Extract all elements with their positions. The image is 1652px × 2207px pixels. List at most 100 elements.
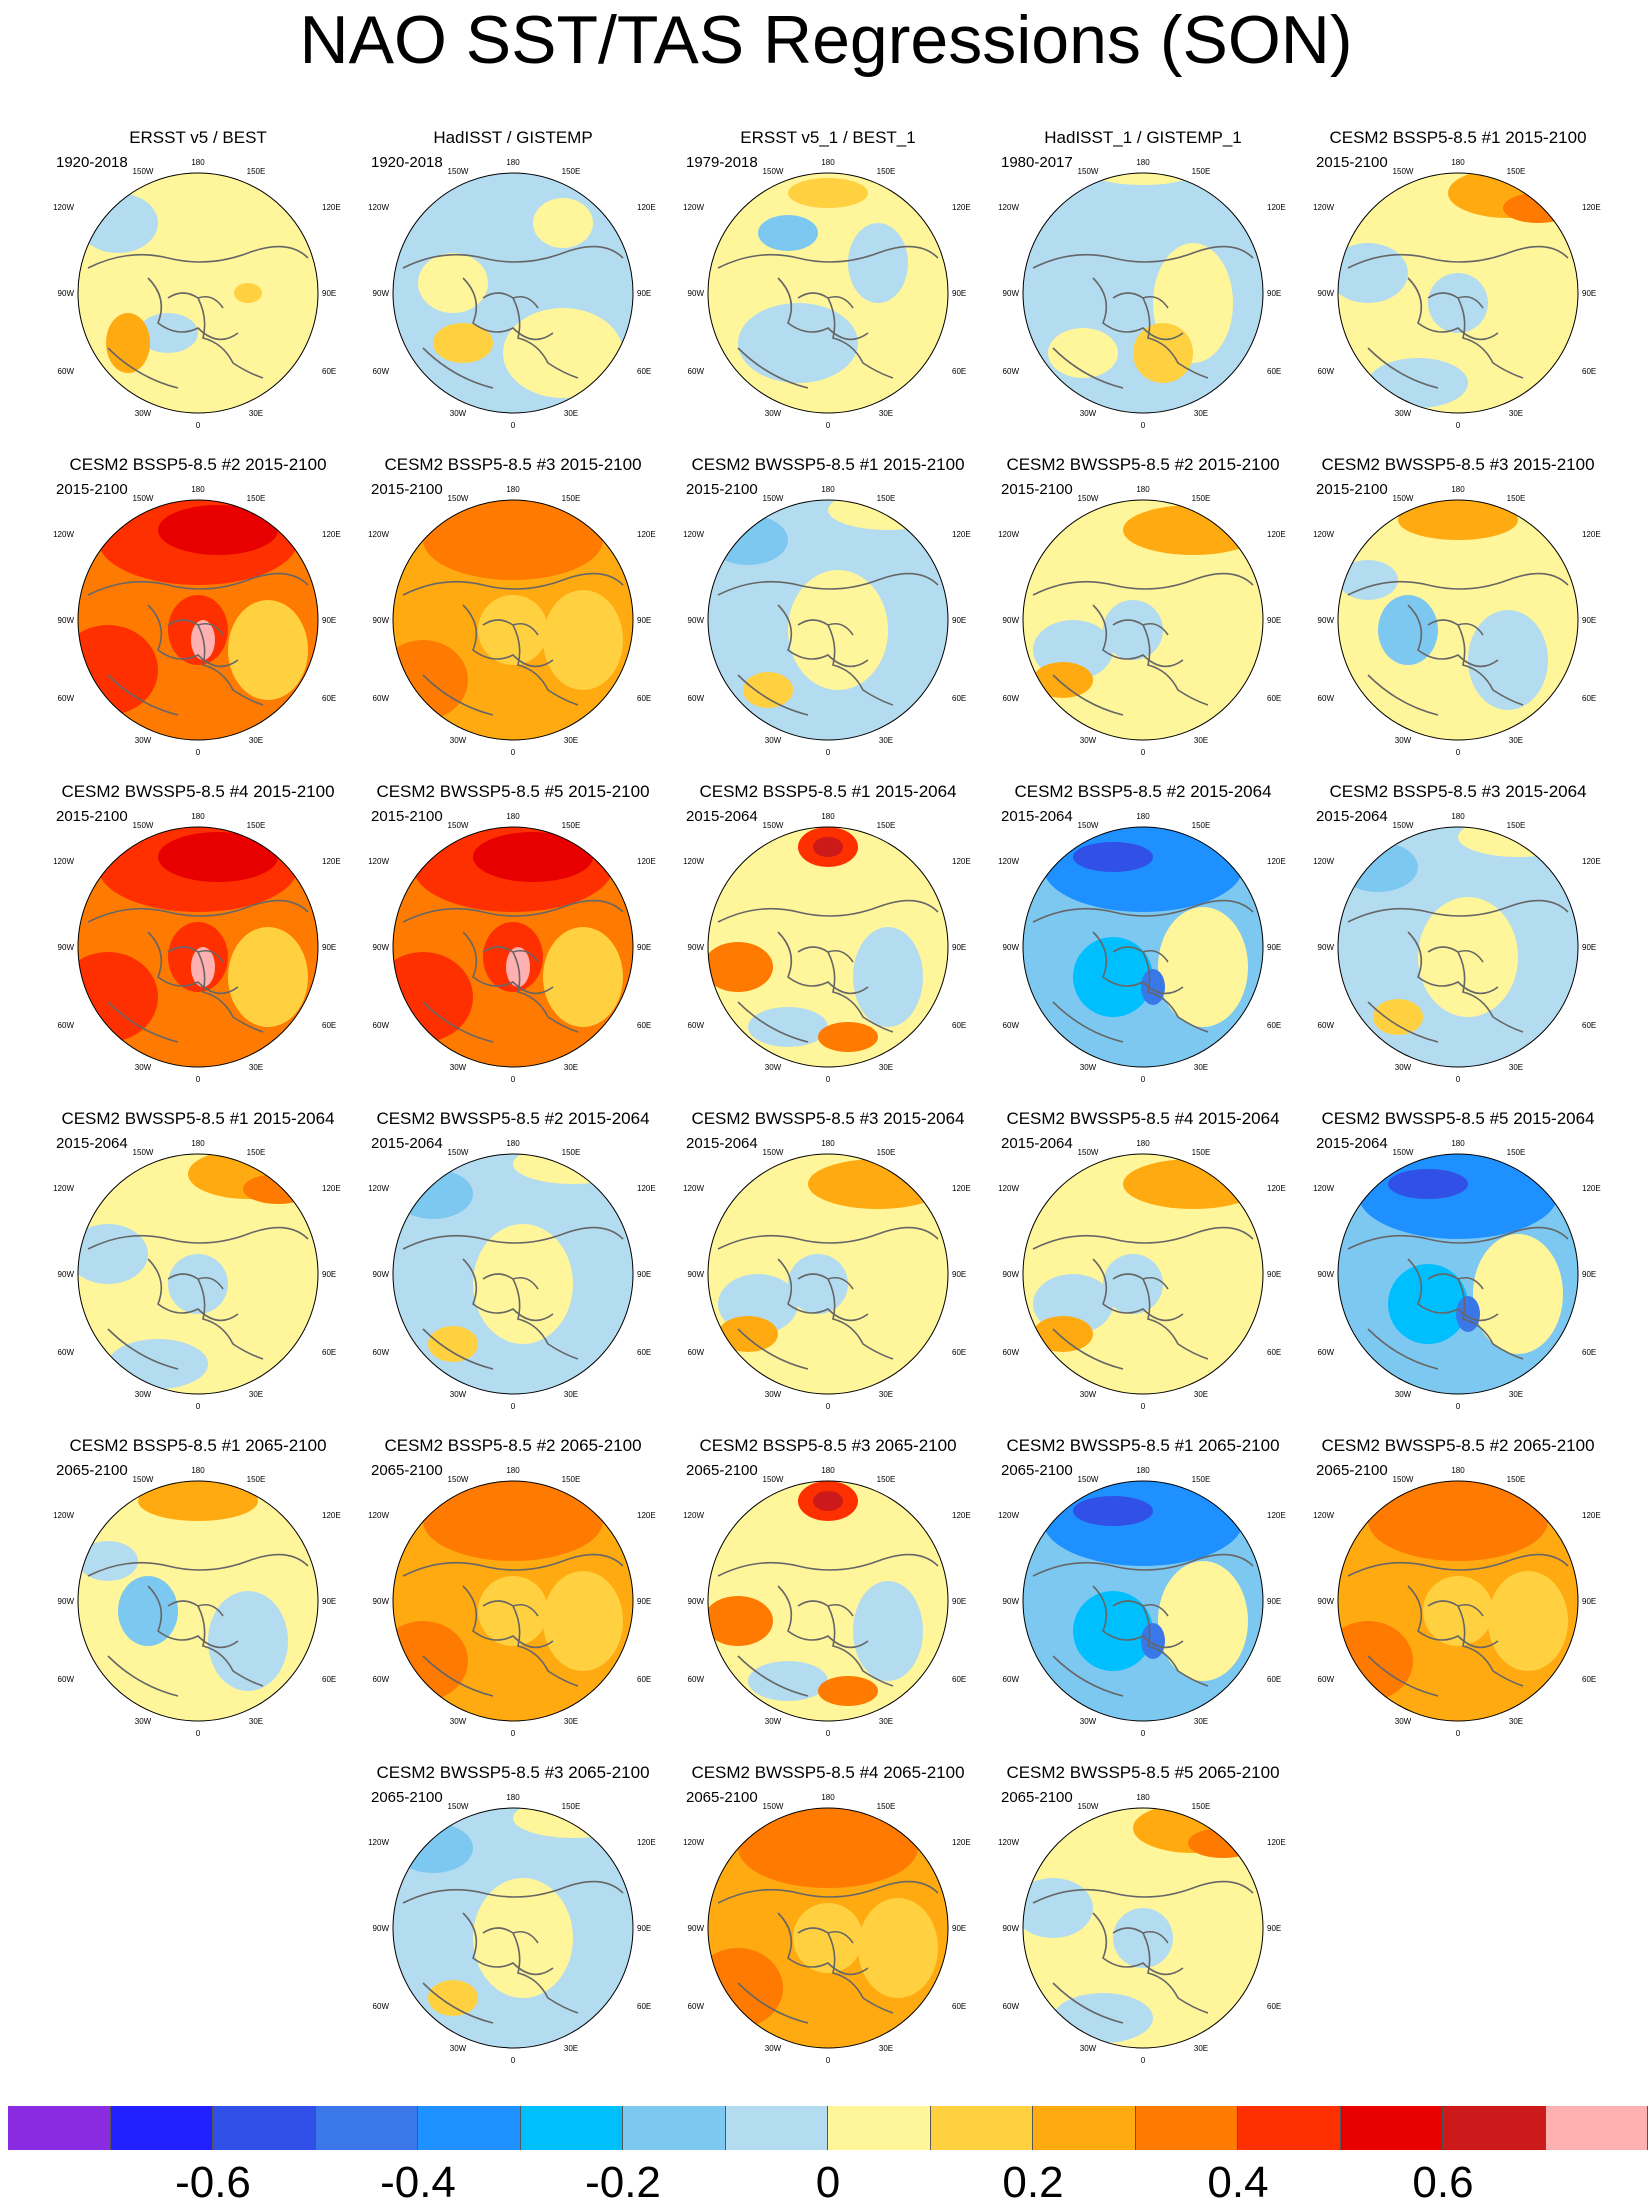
map-panel: CESM2 BSSP5-8.5 #2 2015-2064 180 0 150W 150E…: [993, 782, 1293, 1092]
anomaly-region: [423, 500, 603, 580]
longitude-label: 60W: [58, 367, 75, 376]
longitude-label: 30E: [879, 736, 893, 745]
longitude-label: 90E: [1582, 616, 1596, 625]
panel-title: HadISST / GISTEMP: [433, 128, 593, 147]
anomaly-region: [1073, 937, 1153, 1017]
longitude-label: 150E: [1507, 821, 1526, 830]
map-border: [1337, 1480, 1579, 1722]
anomaly-region: [793, 1903, 863, 1973]
longitude-label: 90W: [1003, 943, 1020, 952]
anomaly-region: [473, 1224, 573, 1344]
longitude-label: 120E: [637, 203, 656, 212]
anomaly-region: [234, 283, 262, 303]
panel-title: CESM2 BSSP5-8.5 #1 2065-2100: [69, 1436, 327, 1455]
coastline: [1112, 1927, 1169, 1944]
longitude-label: 30W: [1080, 1063, 1097, 1072]
coastline: [402, 1553, 624, 1577]
coastline: [827, 1278, 894, 1360]
coastline: [1032, 1553, 1254, 1577]
anomaly-region: [1033, 1316, 1093, 1352]
anomaly-region: [708, 1596, 773, 1646]
anomaly-region: [788, 178, 868, 208]
coastline: [462, 1585, 554, 1649]
coastline: [1407, 931, 1499, 995]
longitude-label: 90W: [1003, 1597, 1020, 1606]
coastline: [197, 1605, 264, 1687]
longitude-label: 90E: [322, 289, 336, 298]
anomaly-region: [1073, 1591, 1153, 1671]
anomaly-region: [78, 193, 158, 253]
anomaly-region: [243, 1174, 313, 1204]
anomaly-region: [738, 303, 858, 383]
anomaly-region: [1133, 323, 1193, 383]
longitude-label: 120E: [952, 1838, 971, 1847]
longitude-label: 30W: [1080, 1390, 1097, 1399]
map-panel: CESM2 BWSSP5-8.5 #2 2015-2064 180 0 150W 150…: [363, 1109, 663, 1419]
longitude-label: 90E: [637, 616, 651, 625]
anomaly-region: [1368, 358, 1468, 408]
longitude-label: 0: [1141, 748, 1146, 757]
longitude-label: 0: [196, 1075, 201, 1084]
longitude-label: 150W: [133, 1148, 154, 1157]
longitude-label: 0: [511, 1402, 516, 1411]
panel-title: CESM2 BWSSP5-8.5 #1 2065-2100: [1006, 1436, 1280, 1455]
coastline: [1032, 1226, 1254, 1250]
anomaly-region: [1141, 969, 1165, 1005]
colorbar-swatch: [213, 2106, 316, 2150]
anomaly-region: [1158, 1561, 1248, 1681]
anomaly-region: [1378, 595, 1438, 665]
anomaly-region: [1113, 1908, 1173, 1968]
colorbar-swatch: [725, 2106, 828, 2150]
longitude-label: 90W: [373, 1924, 390, 1933]
longitude-label: 30E: [564, 736, 578, 745]
longitude-label: 120E: [637, 1511, 656, 1520]
longitude-label: 150E: [247, 1148, 266, 1157]
coastline: [777, 1258, 869, 1322]
longitude-label: 30E: [879, 409, 893, 418]
anomaly-region: [708, 942, 773, 992]
longitude-label: 120W: [1313, 1511, 1334, 1520]
coastline: [167, 1273, 224, 1290]
map-border: [1337, 499, 1579, 741]
polar-map: 180 0 150W 150E 120W 120E 90W 90E 60W 60E 30W 30E: [683, 1139, 971, 1411]
coastline: [1427, 946, 1484, 963]
longitude-label: 180: [191, 485, 205, 494]
longitude-label: 0: [1456, 748, 1461, 757]
coastline: [1367, 347, 1439, 389]
anomaly-region: [708, 515, 788, 565]
panel-period: 2015-2064: [1001, 808, 1073, 825]
longitude-label: 120E: [952, 1184, 971, 1193]
map-panel: CESM2 BWSSP5-8.5 #5 2015-2064 180 0 150W 150…: [1308, 1109, 1608, 1419]
anomaly-region: [1398, 500, 1518, 540]
panel-title: CESM2 BWSSP5-8.5 #4 2065-2100: [691, 1763, 965, 1782]
anomaly-region: [758, 215, 818, 251]
coastline: [147, 931, 239, 995]
map-border: [1022, 1480, 1264, 1722]
map-border: [77, 499, 319, 741]
longitude-label: 120E: [637, 857, 656, 866]
coastline: [717, 1226, 939, 1250]
coastline: [1092, 277, 1184, 341]
anomaly-region: [158, 832, 278, 882]
coastline: [1052, 347, 1124, 389]
longitude-label: 120W: [368, 1511, 389, 1520]
polar-map: 180 0 150W 150E 120W 120E 90W 90E 60W 60E 30W 30E: [368, 485, 656, 757]
anomaly-region: [1428, 273, 1488, 333]
colorbar-swatch: [1033, 2106, 1136, 2150]
longitude-label: 60E: [1582, 367, 1596, 376]
longitude-label: 90E: [637, 1924, 651, 1933]
coastline: [87, 572, 309, 596]
panel-title: CESM2 BWSSP5-8.5 #5 2065-2100: [1006, 1763, 1280, 1782]
longitude-label: 150E: [247, 167, 266, 176]
panel-period: 2015-2100: [56, 481, 128, 498]
coastline: [402, 1226, 624, 1250]
panel-title: CESM2 BSSP5-8.5 #2 2065-2100: [384, 1436, 642, 1455]
map-border: [392, 1807, 634, 2049]
coastline: [1052, 1001, 1124, 1043]
longitude-label: 150W: [763, 1802, 784, 1811]
longitude-label: 60E: [952, 2002, 966, 2011]
longitude-label: 150W: [448, 494, 469, 503]
panel-period: 2015-2064: [371, 1135, 443, 1152]
polar-map: 180 0 150W 150E 120W 120E 90W 90E 60W 60E 30W 30E: [1313, 158, 1601, 430]
anomaly-region: [428, 1326, 478, 1362]
